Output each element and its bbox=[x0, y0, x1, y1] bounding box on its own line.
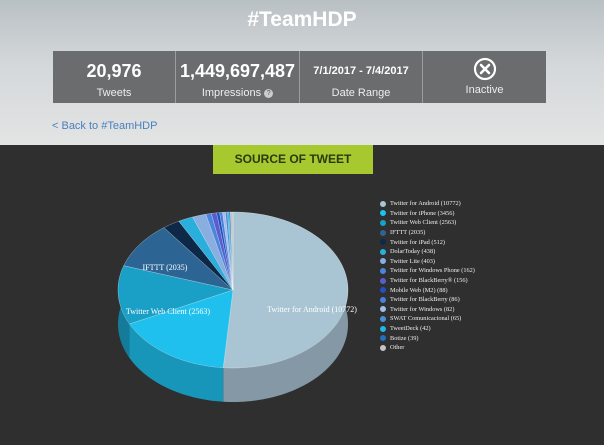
legend-label: Mobile Web (M2) (88) bbox=[390, 286, 448, 294]
stat-label: Tweets bbox=[96, 87, 132, 99]
stat-tweets: 20,976 Tweets bbox=[53, 51, 176, 103]
pie-slice[interactable] bbox=[192, 213, 234, 291]
pie-slice[interactable] bbox=[123, 227, 234, 291]
legend-label: SWAT Comunicacional (65) bbox=[390, 315, 462, 323]
pie-slice[interactable] bbox=[163, 220, 234, 291]
pie-slice-side bbox=[129, 323, 224, 402]
back-link[interactable]: < Back to #TeamHDP bbox=[52, 120, 158, 132]
legend-item[interactable]: Botize (39) bbox=[380, 333, 475, 343]
stat-value: 1,449,697,487 bbox=[179, 61, 296, 81]
pie-slice[interactable] bbox=[222, 211, 349, 369]
legend-swatch bbox=[380, 239, 386, 246]
legend-item[interactable]: Twitter for BlackBerry® (156) bbox=[380, 276, 475, 286]
legend-label: IFTTT (2035) bbox=[390, 229, 426, 237]
legend-label: TweetDeck (42) bbox=[390, 325, 431, 333]
legend-item[interactable]: Twitter for BlackBerry (86) bbox=[380, 295, 475, 305]
legend-item[interactable]: Twitter Lite (403) bbox=[380, 257, 475, 267]
stat-date-range: 7/1/2017 - 7/4/2017 Date Range bbox=[300, 51, 423, 103]
legend-item[interactable]: Mobile Web (M2) (88) bbox=[380, 285, 475, 295]
slice-data-label: IFTTT (2035) bbox=[143, 263, 188, 272]
legend-swatch bbox=[380, 325, 386, 332]
legend-item[interactable]: Twitter for iPad (512) bbox=[380, 237, 475, 247]
slice-data-label: Twitter Web Client (2563) bbox=[126, 307, 211, 316]
legend-label: Twitter for iPhone (3456) bbox=[390, 209, 455, 217]
stat-value: 7/1/2017 - 7/4/2017 bbox=[313, 65, 409, 77]
legend-swatch bbox=[380, 287, 386, 294]
legend-item[interactable]: SWAT Comunicacional (65) bbox=[380, 314, 475, 324]
legend-swatch bbox=[380, 267, 386, 274]
info-icon[interactable]: ? bbox=[264, 88, 274, 98]
legend-item[interactable]: Twitter for Windows (82) bbox=[380, 305, 475, 315]
stat-status: Inactive bbox=[423, 51, 546, 103]
legend-label: Twitter for BlackBerry® (156) bbox=[390, 277, 468, 285]
legend-swatch bbox=[380, 229, 386, 236]
legend-label: Twitter for iPad (512) bbox=[390, 238, 445, 246]
legend-label: Twitter for Windows (82) bbox=[390, 305, 455, 313]
legend-label: Twitter Web Client (2563) bbox=[390, 219, 457, 227]
legend-item[interactable]: Twitter for Windows Phone (162) bbox=[380, 266, 475, 276]
legend-label: Twitter for Android (10772) bbox=[390, 200, 461, 208]
stat-label: Impressions bbox=[201, 87, 262, 99]
chart-legend: Twitter for Android (10772) Twitter for i… bbox=[380, 199, 475, 353]
legend-swatch bbox=[380, 315, 386, 322]
legend-swatch bbox=[380, 258, 386, 265]
legend-item[interactable]: Twitter for iPhone (3456) bbox=[380, 209, 475, 219]
source-of-tweet-button[interactable]: SOURCE OF TWEET bbox=[213, 145, 373, 174]
legend-swatch bbox=[380, 248, 386, 255]
legend-swatch bbox=[380, 277, 386, 284]
legend-swatch bbox=[380, 210, 386, 217]
legend-label: Twitter for BlackBerry (86) bbox=[390, 296, 460, 304]
close-circle-icon bbox=[473, 57, 497, 81]
stat-impressions: 1,449,697,487 Impressions ? bbox=[176, 51, 300, 103]
legend-swatch bbox=[380, 219, 386, 226]
page-title: #TeamHDP bbox=[247, 8, 357, 31]
legend-swatch bbox=[380, 296, 386, 303]
pie-slice[interactable] bbox=[117, 265, 234, 325]
legend-swatch bbox=[380, 344, 386, 351]
legend-label: Twitter Lite (403) bbox=[390, 257, 436, 265]
legend-label: DolarToday (438) bbox=[390, 248, 436, 256]
pie-slice[interactable] bbox=[230, 211, 234, 291]
legend-swatch bbox=[380, 306, 386, 313]
legend-item[interactable]: Other bbox=[380, 343, 475, 353]
pie-slice[interactable] bbox=[129, 289, 234, 368]
legend-item[interactable]: Twitter for Android (10772) bbox=[380, 199, 475, 209]
legend-item[interactable]: Twitter Web Client (2563) bbox=[380, 218, 475, 228]
stat-label: Inactive bbox=[465, 84, 504, 96]
legend-item[interactable]: TweetDeck (42) bbox=[380, 324, 475, 334]
legend-swatch bbox=[380, 335, 386, 342]
legend-swatch bbox=[380, 200, 386, 207]
stat-label: Date Range bbox=[331, 87, 391, 99]
legend-label: Twitter for Windows Phone (162) bbox=[390, 267, 475, 275]
legend-item[interactable]: IFTTT (2035) bbox=[380, 228, 475, 238]
slice-data-label: Twitter for Android (10772) bbox=[267, 305, 357, 314]
legend-label: Other bbox=[390, 344, 405, 352]
legend-item[interactable]: DolarToday (438) bbox=[380, 247, 475, 257]
legend-label: Botize (39) bbox=[390, 334, 419, 342]
stat-value: 20,976 bbox=[86, 61, 142, 81]
pie-slice[interactable] bbox=[178, 216, 234, 291]
